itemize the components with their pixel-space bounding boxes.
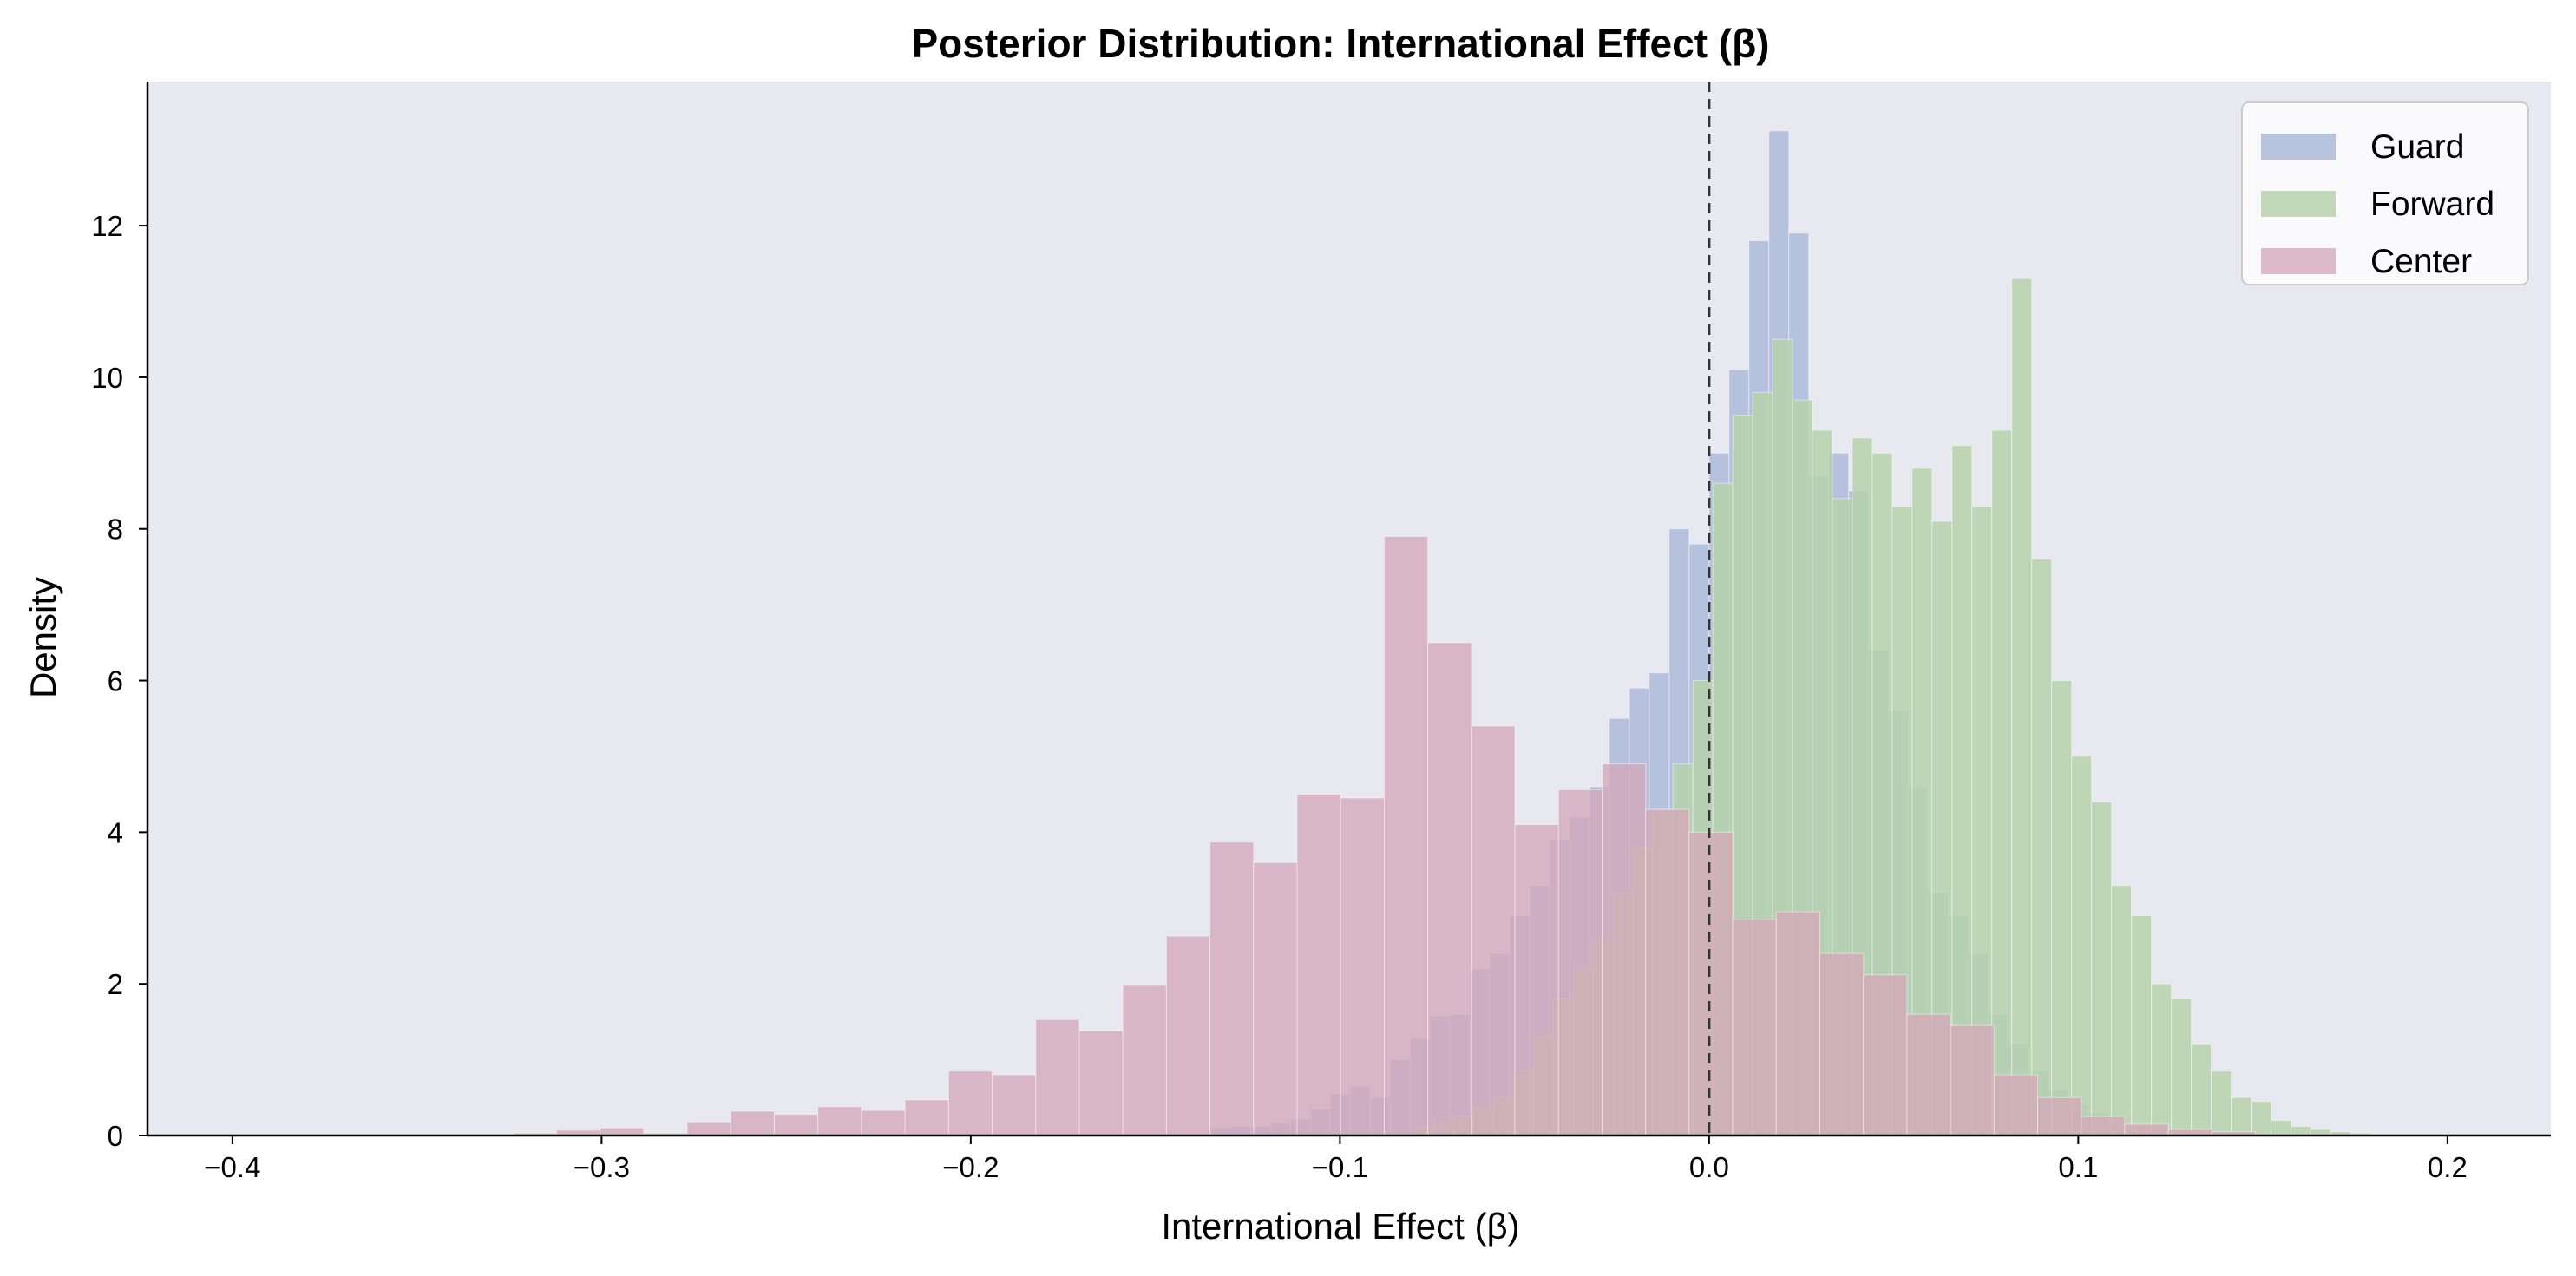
- x-tick-label: 0.1: [2058, 1151, 2098, 1183]
- bar-center: [904, 1099, 949, 1136]
- bar-center: [1645, 808, 1690, 1136]
- legend-item-forward: Forward: [2261, 186, 2494, 223]
- bar-forward: [2290, 1126, 2311, 1136]
- y-tick-label: 12: [91, 210, 123, 242]
- bar-center: [1732, 919, 1777, 1136]
- bar-forward: [2250, 1101, 2271, 1136]
- bar-forward: [2031, 559, 2053, 1136]
- bar-center: [1819, 952, 1865, 1136]
- bar-center: [1296, 794, 1341, 1136]
- bar-center: [1601, 763, 1647, 1136]
- y-tick-label: 6: [108, 665, 123, 697]
- bar-forward: [2131, 915, 2153, 1136]
- bar-center: [1514, 824, 1559, 1136]
- bar-forward: [2091, 801, 2113, 1136]
- bar-center: [1383, 535, 1429, 1136]
- y-tick-label: 0: [108, 1120, 123, 1152]
- bar-center: [1122, 985, 1167, 1136]
- legend-swatch: [2261, 248, 2336, 274]
- bar-center: [1775, 911, 1821, 1136]
- x-axis-label: International Effect (β): [1161, 1206, 1519, 1247]
- legend-label: Forward: [2370, 186, 2494, 223]
- x-tick-label: 0.0: [1689, 1151, 1729, 1183]
- legend-label: Guard: [2370, 128, 2464, 166]
- legend-item-guard: Guard: [2261, 128, 2464, 166]
- y-tick-label: 8: [108, 514, 123, 546]
- legend-item-center: Center: [2261, 243, 2472, 280]
- bar-center: [817, 1106, 862, 1136]
- bar-center: [600, 1127, 645, 1136]
- bar-forward: [2171, 998, 2193, 1136]
- bar-forward: [2111, 885, 2133, 1136]
- bar-forward: [2231, 1096, 2252, 1136]
- bar-forward: [2051, 680, 2073, 1136]
- bar-center: [1863, 974, 1908, 1136]
- y-tick-label: 4: [108, 816, 123, 848]
- x-tick-label: −0.4: [204, 1151, 260, 1183]
- legend-swatch: [2261, 134, 2336, 160]
- bar-center: [730, 1110, 775, 1136]
- bar-forward: [2270, 1120, 2291, 1136]
- bar-center: [1209, 841, 1255, 1136]
- x-axis-ticks: −0.4 −0.3 −0.2 −0.1 0.0 0.1 0.2: [204, 1135, 2468, 1183]
- bar-forward: [1991, 429, 2013, 1136]
- y-tick-label: 2: [108, 968, 123, 1000]
- y-tick-label: 10: [91, 362, 123, 394]
- bar-center: [1993, 1074, 2039, 1136]
- series-center: [512, 535, 2257, 1136]
- bar-center: [1253, 861, 1298, 1136]
- bar-center: [2124, 1123, 2169, 1136]
- histogram-bars: [512, 130, 2371, 1136]
- bar-center: [1557, 789, 1603, 1136]
- bar-center: [1165, 935, 1211, 1136]
- legend-swatch: [2261, 191, 2336, 217]
- bar-forward: [2191, 1044, 2212, 1136]
- x-tick-label: −0.3: [574, 1151, 630, 1183]
- legend-label: Center: [2370, 243, 2472, 280]
- bar-center: [1078, 1030, 1124, 1136]
- chart-title: Posterior Distribution: International Ef…: [912, 21, 1770, 66]
- bar-center: [1340, 797, 1385, 1136]
- bar-forward: [2151, 983, 2173, 1136]
- bar-center: [1688, 831, 1734, 1136]
- y-axis-label: Density: [23, 577, 63, 698]
- x-tick-label: −0.2: [942, 1151, 999, 1183]
- legend: Guard Forward Center: [2241, 101, 2529, 285]
- bar-forward: [2071, 756, 2093, 1136]
- bar-center: [947, 1070, 993, 1136]
- bar-center: [686, 1122, 731, 1136]
- bar-center: [2037, 1096, 2082, 1136]
- bar-center: [774, 1114, 819, 1136]
- bar-forward: [2211, 1070, 2232, 1136]
- y-axis-ticks: 0 2 4 6 8 10 12: [91, 210, 147, 1152]
- x-tick-label: 0.2: [2428, 1151, 2468, 1183]
- bar-center: [1950, 1024, 1995, 1136]
- bar-center: [992, 1074, 1037, 1136]
- bar-center: [861, 1109, 906, 1136]
- bar-center: [2081, 1116, 2126, 1136]
- bar-center: [1427, 642, 1472, 1136]
- bar-center: [1471, 725, 1516, 1136]
- bar-center: [1906, 1013, 1951, 1136]
- bar-forward: [2011, 278, 2033, 1136]
- x-tick-label: −0.1: [1312, 1151, 1368, 1183]
- bar-center: [1035, 1018, 1080, 1136]
